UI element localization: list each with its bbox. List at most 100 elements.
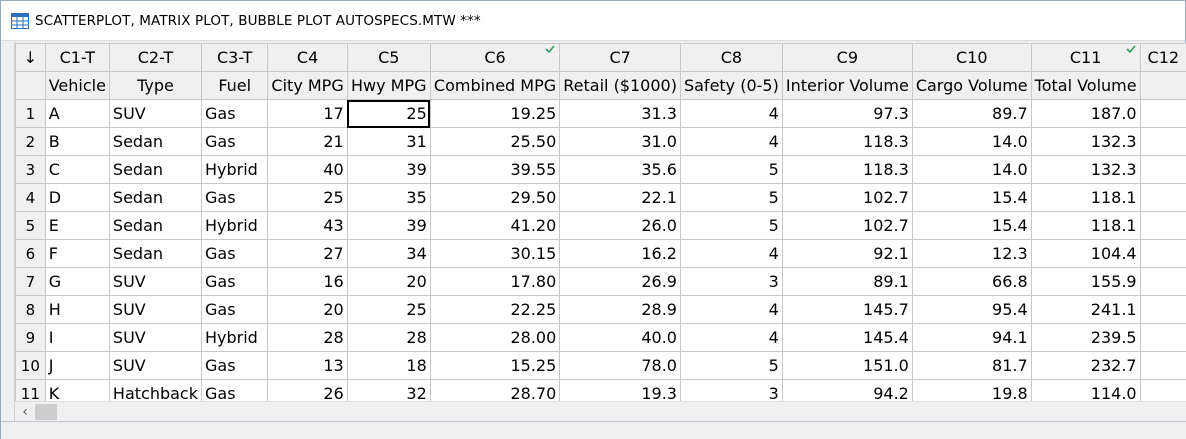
- grid-cell[interactable]: 14.0: [911, 155, 1032, 184]
- column-id-c3-t[interactable]: C3-T: [200, 43, 269, 72]
- row-number[interactable]: 11: [15, 379, 46, 401]
- grid-cell[interactable]: 89.7: [911, 99, 1032, 128]
- grid-cell[interactable]: 15.25: [429, 351, 561, 380]
- grid-cell[interactable]: H: [44, 295, 110, 324]
- grid-cell[interactable]: 17.80: [429, 267, 561, 296]
- column-name-cell[interactable]: Retail ($1000): [559, 71, 681, 100]
- grid-cell[interactable]: 31.0: [559, 127, 681, 156]
- row-number[interactable]: 5: [15, 211, 46, 240]
- grid-cell[interactable]: 19.25: [429, 99, 561, 128]
- grid-cell[interactable]: 40: [267, 155, 348, 184]
- grid-cell[interactable]: [1139, 99, 1186, 128]
- grid-cell[interactable]: 81.7: [911, 351, 1032, 380]
- grid-cell[interactable]: 18: [346, 351, 431, 380]
- grid-cell[interactable]: D: [44, 183, 110, 212]
- grid-cell[interactable]: I: [44, 323, 110, 352]
- grid-cell[interactable]: [1139, 351, 1186, 380]
- grid-cell[interactable]: Gas: [200, 239, 269, 268]
- grid-cell[interactable]: 187.0: [1030, 99, 1141, 128]
- grid-cell[interactable]: 35: [346, 183, 431, 212]
- grid-cell[interactable]: [1139, 267, 1186, 296]
- grid-cell[interactable]: 4: [679, 323, 783, 352]
- grid-cell[interactable]: 29.50: [429, 183, 561, 212]
- row-number[interactable]: 2: [15, 127, 46, 156]
- grid-cell[interactable]: [1139, 155, 1186, 184]
- grid-cell[interactable]: 41.20: [429, 211, 561, 240]
- scroll-left-icon[interactable]: ‹: [22, 404, 28, 420]
- grid-cell[interactable]: Hybrid: [200, 211, 269, 240]
- grid-cell[interactable]: [1139, 379, 1186, 401]
- grid-cell[interactable]: 19.3: [559, 379, 681, 401]
- grid-cell[interactable]: Gas: [200, 99, 269, 128]
- grid-cell[interactable]: 15.4: [911, 183, 1032, 212]
- grid-cell[interactable]: SUV: [108, 267, 202, 296]
- column-name-cell[interactable]: Combined MPG: [429, 71, 561, 100]
- grid-cell[interactable]: 35.6: [559, 155, 681, 184]
- grid-cell[interactable]: 31.3: [559, 99, 681, 128]
- column-id-c11[interactable]: C11: [1030, 43, 1141, 72]
- grid-cell[interactable]: 132.3: [1030, 155, 1141, 184]
- column-id-c4[interactable]: C4: [267, 43, 348, 72]
- grid-cell[interactable]: 145.4: [781, 323, 913, 352]
- column-name-cell[interactable]: Fuel: [200, 71, 269, 100]
- grid-cell[interactable]: 104.4: [1030, 239, 1141, 268]
- grid-cell[interactable]: Gas: [200, 267, 269, 296]
- column-id-c7[interactable]: C7: [559, 43, 681, 72]
- column-id-c5[interactable]: C5: [346, 43, 431, 72]
- grid-cell[interactable]: 102.7: [781, 183, 913, 212]
- grid-cell[interactable]: 21: [267, 127, 348, 156]
- grid-cell[interactable]: 94.1: [911, 323, 1032, 352]
- grid-cell[interactable]: Hatchback: [108, 379, 202, 401]
- grid-cell[interactable]: 15.4: [911, 211, 1032, 240]
- grid-cell[interactable]: 97.3: [781, 99, 913, 128]
- grid-cell[interactable]: 17: [267, 99, 348, 128]
- grid-cell[interactable]: 19.8: [911, 379, 1032, 401]
- row-number[interactable]: 4: [15, 183, 46, 212]
- grid-cell[interactable]: Gas: [200, 379, 269, 401]
- grid-cell[interactable]: 66.8: [911, 267, 1032, 296]
- row-number[interactable]: 8: [15, 295, 46, 324]
- grid-cell[interactable]: Sedan: [108, 239, 202, 268]
- column-name-cell[interactable]: Vehicle: [44, 71, 110, 100]
- grid-cell[interactable]: Sedan: [108, 211, 202, 240]
- grid-cell[interactable]: 13: [267, 351, 348, 380]
- data-grid[interactable]: ↓ C1-T C2-T C3-T C4 C5 C6 C7 C8 C9 C10 C11 C12 Vehicl…: [15, 43, 1186, 401]
- grid-cell[interactable]: 22.25: [429, 295, 561, 324]
- row-number[interactable]: 10: [15, 351, 46, 380]
- grid-cell[interactable]: SUV: [108, 323, 202, 352]
- grid-cell[interactable]: 3: [679, 267, 783, 296]
- grid-cell[interactable]: [1139, 239, 1186, 268]
- grid-cell[interactable]: Hybrid: [200, 155, 269, 184]
- grid-cell[interactable]: 92.1: [781, 239, 913, 268]
- grid-cell[interactable]: B: [44, 127, 110, 156]
- title-bar[interactable]: SCATTERPLOT, MATRIX PLOT, BUBBLE PLOT AU…: [1, 1, 1185, 41]
- grid-cell[interactable]: 5: [679, 211, 783, 240]
- column-name-cell[interactable]: Total Volume: [1030, 71, 1141, 100]
- column-name-cell[interactable]: City MPG: [267, 71, 348, 100]
- column-id-c8[interactable]: C8: [679, 43, 783, 72]
- scrollbar-thumb[interactable]: [35, 404, 57, 420]
- grid-cell[interactable]: SUV: [108, 99, 202, 128]
- grid-cell[interactable]: Gas: [200, 127, 269, 156]
- grid-cell[interactable]: 40.0: [559, 323, 681, 352]
- grid-cell[interactable]: 114.0: [1030, 379, 1141, 401]
- grid-cell[interactable]: [1139, 323, 1186, 352]
- grid-cell[interactable]: 27: [267, 239, 348, 268]
- grid-cell[interactable]: 118.1: [1030, 183, 1141, 212]
- grid-cell[interactable]: 34: [346, 239, 431, 268]
- grid-cell[interactable]: 232.7: [1030, 351, 1141, 380]
- grid-cell[interactable]: 5: [679, 155, 783, 184]
- grid-cell[interactable]: 241.1: [1030, 295, 1141, 324]
- grid-cell[interactable]: [1139, 211, 1186, 240]
- grid-cell[interactable]: G: [44, 267, 110, 296]
- grid-cell[interactable]: 4: [679, 295, 783, 324]
- grid-cell[interactable]: A: [44, 99, 110, 128]
- grid-cell[interactable]: 155.9: [1030, 267, 1141, 296]
- row-number[interactable]: 1: [15, 99, 46, 128]
- grid-cell[interactable]: 4: [679, 239, 783, 268]
- grid-cell[interactable]: SUV: [108, 295, 202, 324]
- column-name-cell[interactable]: Safety (0-5): [679, 71, 783, 100]
- grid-cell[interactable]: 30.15: [429, 239, 561, 268]
- grid-cell[interactable]: 28: [346, 323, 431, 352]
- grid-cell[interactable]: K: [44, 379, 110, 401]
